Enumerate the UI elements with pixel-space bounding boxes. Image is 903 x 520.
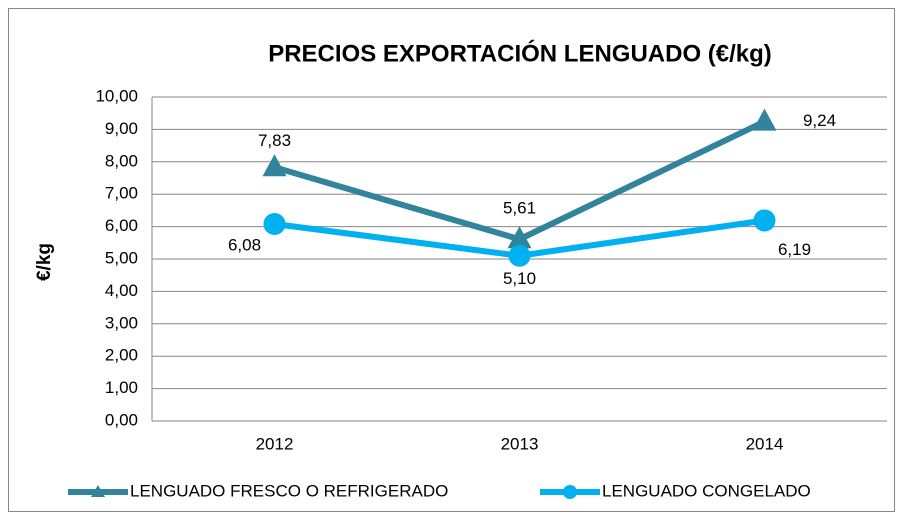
y-tick-label: 7,00 bbox=[105, 184, 138, 203]
data-label: 5,61 bbox=[503, 199, 536, 218]
data-point bbox=[753, 209, 776, 232]
legend-label: LENGUADO FRESCO O REFRIGERADO bbox=[130, 481, 448, 500]
y-tick-label: 5,00 bbox=[105, 248, 138, 267]
legend-label: LENGUADO CONGELADO bbox=[602, 481, 811, 500]
x-tick-label: 2014 bbox=[746, 434, 784, 453]
y-tick-label: 4,00 bbox=[105, 281, 138, 300]
y-tick-label: 6,00 bbox=[105, 216, 138, 235]
data-label: 5,10 bbox=[503, 269, 536, 288]
y-tick-label: 10,00 bbox=[95, 86, 138, 105]
legend-marker bbox=[563, 485, 577, 499]
data-point bbox=[262, 154, 287, 177]
y-axis-label: €/kg bbox=[34, 243, 55, 281]
y-tick-label: 0,00 bbox=[105, 410, 138, 429]
data-label: 9,24 bbox=[803, 111, 836, 130]
y-tick-label: 3,00 bbox=[105, 313, 138, 332]
data-label: 7,83 bbox=[258, 131, 291, 150]
data-point bbox=[263, 213, 286, 236]
data-point bbox=[752, 108, 777, 131]
chart-frame bbox=[8, 8, 895, 512]
x-tick-label: 2012 bbox=[256, 434, 294, 453]
y-tick-label: 9,00 bbox=[105, 119, 138, 138]
data-point bbox=[508, 244, 531, 267]
y-tick-label: 8,00 bbox=[105, 151, 138, 170]
y-tick-label: 2,00 bbox=[105, 346, 138, 365]
y-tick-label: 1,00 bbox=[105, 378, 138, 397]
x-tick-label: 2013 bbox=[501, 434, 539, 453]
legend-marker bbox=[91, 485, 105, 497]
data-label: 6,08 bbox=[228, 235, 261, 254]
data-point bbox=[507, 226, 532, 249]
chart-title: PRECIOS EXPORTACIÓN LENGUADO (€/kg) bbox=[268, 39, 772, 67]
data-label: 6,19 bbox=[778, 240, 811, 259]
